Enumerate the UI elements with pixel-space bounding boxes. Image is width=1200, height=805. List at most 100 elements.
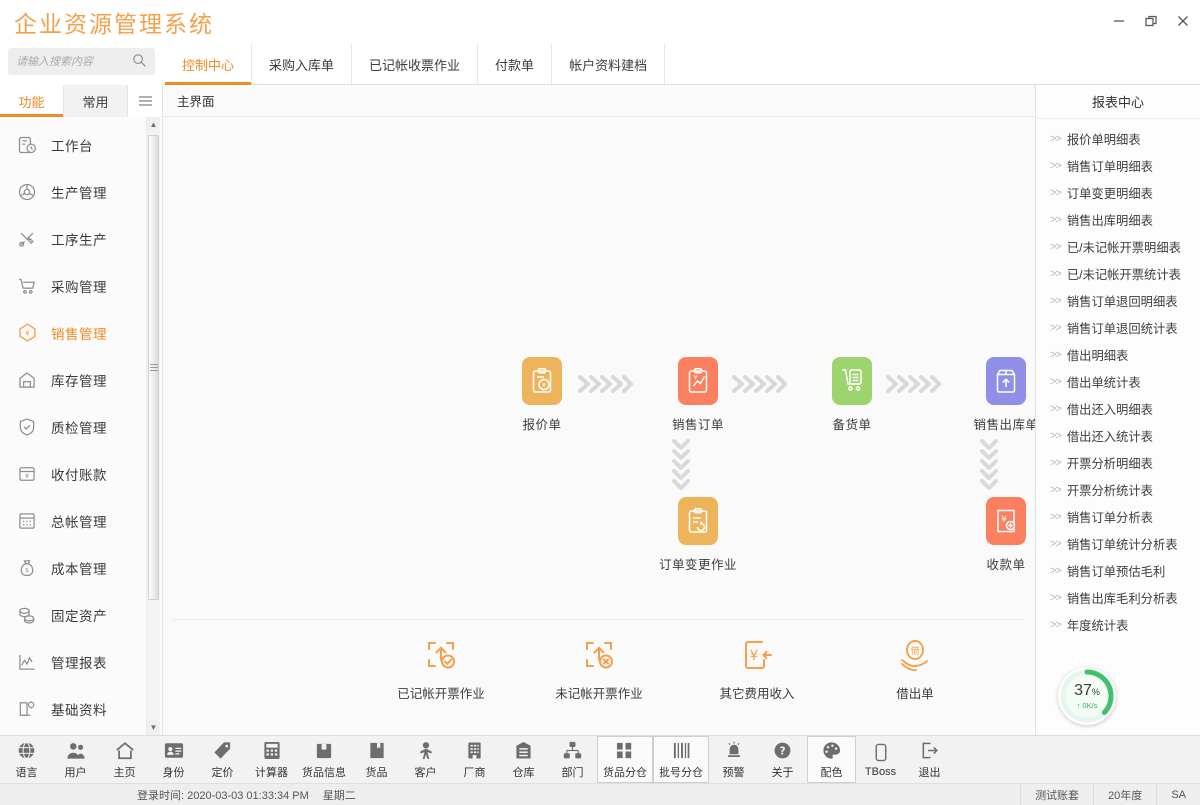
status-weekday: 星期二	[322, 789, 356, 802]
tool-vendor[interactable]: 厂商	[450, 736, 499, 783]
report-item[interactable]: >> 销售出库毛利分析表	[1036, 584, 1200, 611]
flow-node-stock-prep[interactable]: 备货单	[809, 357, 895, 433]
report-item[interactable]: >> 销售出库明细表	[1036, 206, 1200, 233]
close-icon[interactable]	[1174, 12, 1192, 30]
sidebar-item-workbench[interactable]: 工作台	[0, 121, 162, 168]
tool-label: 主页	[113, 766, 136, 779]
action-other-income[interactable]: ¥ 其它费用收入	[697, 637, 817, 702]
action-lend-out[interactable]: 借 借出单	[855, 637, 975, 702]
sidebar-item-sales[interactable]: ¥ 销售管理 ›	[0, 309, 162, 356]
report-item[interactable]: >> 销售订单退回统计表	[1036, 314, 1200, 341]
tool-warehouse[interactable]: 仓库	[499, 736, 548, 783]
flow-node-receipt[interactable]: ¥ 收款单	[963, 497, 1035, 573]
tool-exit[interactable]: 退出	[905, 736, 954, 783]
report-item[interactable]: >> 已/未记帐开票明细表	[1036, 233, 1200, 260]
tool-goods-split-warehouse[interactable]: 货品分仓	[597, 736, 653, 783]
report-item[interactable]: >> 销售订单统计分析表	[1036, 530, 1200, 557]
tool-customer[interactable]: 客户	[401, 736, 450, 783]
scrollbar-thumb[interactable]	[148, 135, 159, 600]
report-item[interactable]: >> 借出明细表	[1036, 341, 1200, 368]
users-icon	[66, 740, 86, 761]
sidebar-item-label: 收付账款	[51, 467, 107, 483]
tab-account-profile[interactable]: 帐户资料建档	[552, 44, 666, 84]
report-item[interactable]: >> 开票分析统计表	[1036, 476, 1200, 503]
gauge-readout: 37% ↑ 0K/s	[1074, 682, 1100, 710]
report-item[interactable]: >> 借出还入明细表	[1036, 395, 1200, 422]
sidebar-scrollbar[interactable]: ▲ ▼	[146, 117, 160, 735]
tool-batch-split-warehouse[interactable]: 批号分仓	[653, 736, 709, 783]
tab-purchase-inbound[interactable]: 采购入库单	[252, 44, 353, 84]
tool-language[interactable]: 语言	[2, 736, 51, 783]
tool-home[interactable]: 主页	[100, 736, 149, 783]
search-icon[interactable]	[132, 53, 147, 68]
status-right-group: 测试账套 20年度 SA	[1020, 783, 1200, 805]
sidebar-item-reports[interactable]: 管理报表 ›	[0, 638, 162, 685]
tab-payment-order[interactable]: 付款单	[478, 44, 553, 84]
gauge-percent-symbol: %	[1091, 686, 1100, 697]
sidebar-item-label: 销售管理	[51, 326, 107, 342]
report-item[interactable]: >> 销售订单预估毛利	[1036, 557, 1200, 584]
report-item[interactable]: >> 销售订单明细表	[1036, 152, 1200, 179]
sidebar-item-ledger[interactable]: 总帐管理 ›	[0, 497, 162, 544]
report-list: >> 报价单明细表 >> 销售订单明细表 >> 订单变更明细表 >> 销售出库明细表 >…	[1036, 119, 1200, 735]
flow-node-sales-order[interactable]: ¥ 销售订单	[655, 357, 741, 433]
tool-goods[interactable]: 货品	[352, 736, 401, 783]
report-item-label: 年度统计表	[1066, 618, 1129, 633]
tool-tboss[interactable]: TBoss	[856, 736, 905, 783]
search-input[interactable]	[8, 48, 155, 75]
report-item[interactable]: >> 销售订单分析表	[1036, 503, 1200, 530]
sidebar-menu-button[interactable]	[128, 85, 162, 117]
sidebar-tab-common[interactable]: 常用	[64, 85, 128, 117]
lend-out-icon: 借	[897, 637, 933, 673]
report-item-label: 已/未记帐开票统计表	[1066, 267, 1181, 282]
sidebar-item-purchasing[interactable]: 采购管理 ›	[0, 262, 162, 309]
sidebar-item-process[interactable]: 工序生产 ›	[0, 215, 162, 262]
tool-calculator[interactable]: 计算器	[247, 736, 296, 783]
report-item[interactable]: >> 销售订单退回明细表	[1036, 287, 1200, 314]
scroll-down-icon[interactable]: ▼	[147, 720, 160, 735]
hamburger-icon	[138, 96, 152, 106]
sidebar-item-basic-data[interactable]: 基础资料 ›	[0, 685, 162, 732]
tool-about[interactable]: ? 关于	[758, 736, 807, 783]
flow-node-order-change[interactable]: 订单变更作业	[655, 497, 741, 573]
tab-control-center[interactable]: 控制中心	[165, 44, 253, 85]
tool-color-scheme[interactable]: 配色	[807, 736, 856, 783]
sidebar-item-cost[interactable]: $ 成本管理 ›	[0, 544, 162, 591]
minimize-icon[interactable]	[1110, 12, 1128, 30]
double-chevron-icon: >>	[1050, 537, 1062, 550]
tool-alarm[interactable]: 预警	[709, 736, 758, 783]
network-usage-gauge[interactable]: 37% ↑ 0K/s	[1058, 667, 1116, 725]
report-item[interactable]: >> 已/未记帐开票统计表	[1036, 260, 1200, 287]
gauge-arrow-icon: ↑	[1076, 700, 1081, 710]
sidebar-tab-function[interactable]: 功能	[0, 85, 64, 117]
action-unposted-invoice[interactable]: 未记帐开票作业	[539, 637, 659, 702]
flow-node-outbound[interactable]: 销售出库单	[963, 357, 1035, 433]
scroll-up-icon[interactable]: ▲	[147, 117, 160, 132]
tool-user[interactable]: 用户	[51, 736, 100, 783]
sidebar-item-fixed-assets[interactable]: 固定资产 ›	[0, 591, 162, 638]
sales-icon: ¥	[16, 322, 38, 344]
sidebar-item-inventory[interactable]: 库存管理 ›	[0, 356, 162, 403]
tab-posted-receipt[interactable]: 已记帐收票作业	[352, 44, 479, 84]
tool-goods-info[interactable]: 货品信息	[296, 736, 352, 783]
tool-pricing[interactable]: 定价	[198, 736, 247, 783]
report-item[interactable]: >> 年度统计表	[1036, 611, 1200, 638]
action-lend-return[interactable]: 还 借出还入单	[1015, 637, 1035, 702]
svg-text:借: 借	[910, 645, 919, 657]
report-item[interactable]: >> 报价单明细表	[1036, 125, 1200, 152]
sidebar-item-quality[interactable]: 质检管理 ›	[0, 403, 162, 450]
sidebar-item-production[interactable]: 生产管理 ›	[0, 168, 162, 215]
report-item[interactable]: >> 订单变更明细表	[1036, 179, 1200, 206]
sidebar-item-payments[interactable]: ¥ 收付账款 ›	[0, 450, 162, 497]
flow-node-quotation[interactable]: ¥ 报价单	[499, 357, 585, 433]
tool-identity[interactable]: 身份	[149, 736, 198, 783]
report-item[interactable]: >> 开票分析明细表	[1036, 449, 1200, 476]
home-icon	[115, 740, 135, 761]
sidebar-item-label: 总帐管理	[51, 514, 107, 530]
restore-icon[interactable]	[1142, 12, 1160, 30]
report-item[interactable]: >> 借出还入统计表	[1036, 422, 1200, 449]
report-item[interactable]: >> 借出单统计表	[1036, 368, 1200, 395]
tool-department[interactable]: 部门	[548, 736, 597, 783]
tool-label: 货品分仓	[603, 766, 647, 779]
action-posted-invoice[interactable]: 已记帐开票作业	[381, 637, 501, 702]
